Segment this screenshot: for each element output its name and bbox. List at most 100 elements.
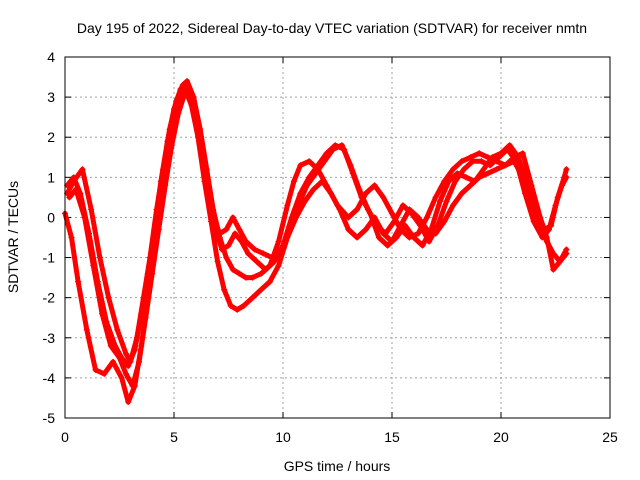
data-point bbox=[391, 218, 398, 225]
data-point bbox=[362, 190, 369, 197]
series-trace-d bbox=[64, 82, 570, 369]
data-point bbox=[354, 234, 361, 241]
data-point bbox=[408, 210, 415, 217]
data-point bbox=[290, 178, 297, 185]
data-point bbox=[275, 238, 282, 245]
x-axis-label: GPS time / hours bbox=[284, 458, 391, 474]
data-point bbox=[190, 106, 197, 113]
data-point bbox=[103, 318, 110, 325]
data-point bbox=[242, 274, 249, 281]
data-point bbox=[415, 230, 422, 237]
data-point bbox=[458, 158, 465, 165]
data-point bbox=[450, 166, 457, 173]
x-tick-label: 20 bbox=[493, 429, 509, 445]
data-point bbox=[249, 294, 256, 301]
data-point bbox=[271, 258, 278, 265]
data-point bbox=[484, 170, 491, 177]
data-point bbox=[432, 194, 439, 201]
data-point bbox=[371, 182, 378, 189]
data-point bbox=[157, 178, 164, 185]
data-point bbox=[303, 182, 310, 189]
y-tick-label: -5 bbox=[43, 410, 56, 426]
data-point bbox=[384, 242, 391, 249]
data-point bbox=[463, 174, 470, 181]
y-tick-label: -3 bbox=[43, 330, 56, 346]
data-point bbox=[382, 230, 389, 237]
data-point bbox=[70, 174, 77, 181]
data-point bbox=[68, 234, 75, 241]
data-point bbox=[443, 198, 450, 205]
data-point bbox=[75, 278, 82, 285]
data-point bbox=[92, 366, 99, 373]
data-point bbox=[452, 178, 459, 185]
data-point bbox=[338, 142, 345, 149]
data-point bbox=[164, 138, 171, 145]
x-tick-label: 15 bbox=[384, 429, 400, 445]
data-point bbox=[410, 234, 417, 241]
data-point bbox=[151, 226, 158, 233]
y-tick-label: 4 bbox=[47, 49, 55, 65]
data-point bbox=[327, 190, 334, 197]
data-point bbox=[426, 238, 433, 245]
data-point bbox=[210, 214, 217, 221]
data-point bbox=[556, 258, 563, 265]
data-point bbox=[236, 226, 243, 233]
data-point bbox=[467, 154, 474, 161]
data-point bbox=[125, 398, 132, 405]
data-point bbox=[284, 202, 291, 209]
data-point bbox=[434, 222, 441, 229]
data-point bbox=[441, 218, 448, 225]
data-point bbox=[175, 110, 182, 117]
y-tick-label: 1 bbox=[47, 169, 55, 185]
data-point bbox=[373, 222, 380, 229]
data-point bbox=[197, 142, 204, 149]
data-point bbox=[476, 150, 483, 157]
data-point bbox=[229, 214, 236, 221]
series-trace-c bbox=[66, 86, 570, 389]
data-point bbox=[79, 166, 86, 173]
data-point bbox=[129, 382, 136, 389]
data-point bbox=[445, 178, 452, 185]
data-point bbox=[94, 278, 101, 285]
chart-title: Day 195 of 2022, Sidereal Day-to-day VTE… bbox=[77, 20, 587, 36]
data-point bbox=[240, 302, 247, 309]
data-point bbox=[467, 182, 474, 189]
data-point bbox=[218, 246, 225, 253]
data-point bbox=[88, 206, 95, 213]
data-point bbox=[375, 234, 382, 241]
data-point bbox=[216, 230, 223, 237]
data-point bbox=[96, 254, 103, 261]
data-point bbox=[109, 358, 116, 365]
data-point bbox=[123, 370, 130, 377]
y-tick-label: -1 bbox=[43, 250, 56, 266]
data-point bbox=[530, 218, 537, 225]
data-point bbox=[423, 214, 430, 221]
data-point bbox=[539, 234, 546, 241]
data-point bbox=[402, 222, 409, 229]
data-point bbox=[469, 158, 476, 165]
data-point bbox=[249, 274, 256, 281]
data-point bbox=[552, 202, 559, 209]
data-point bbox=[242, 238, 249, 245]
data-point bbox=[563, 174, 570, 181]
data-point bbox=[229, 266, 236, 273]
data-point bbox=[251, 246, 258, 253]
data-point bbox=[258, 286, 265, 293]
x-tick-label: 25 bbox=[602, 429, 618, 445]
data-point bbox=[223, 226, 230, 233]
data-point bbox=[312, 170, 319, 177]
data-point bbox=[489, 154, 496, 161]
data-point bbox=[253, 258, 260, 265]
data-point bbox=[495, 154, 502, 161]
data-point bbox=[144, 270, 151, 277]
data-point bbox=[203, 182, 210, 189]
data-point bbox=[131, 346, 138, 353]
data-point bbox=[136, 358, 143, 365]
data-point bbox=[118, 354, 125, 361]
data-point bbox=[269, 254, 276, 261]
y-tick-label: 0 bbox=[47, 209, 55, 225]
data-point bbox=[362, 226, 369, 233]
data-point bbox=[297, 162, 304, 169]
data-point bbox=[319, 178, 326, 185]
